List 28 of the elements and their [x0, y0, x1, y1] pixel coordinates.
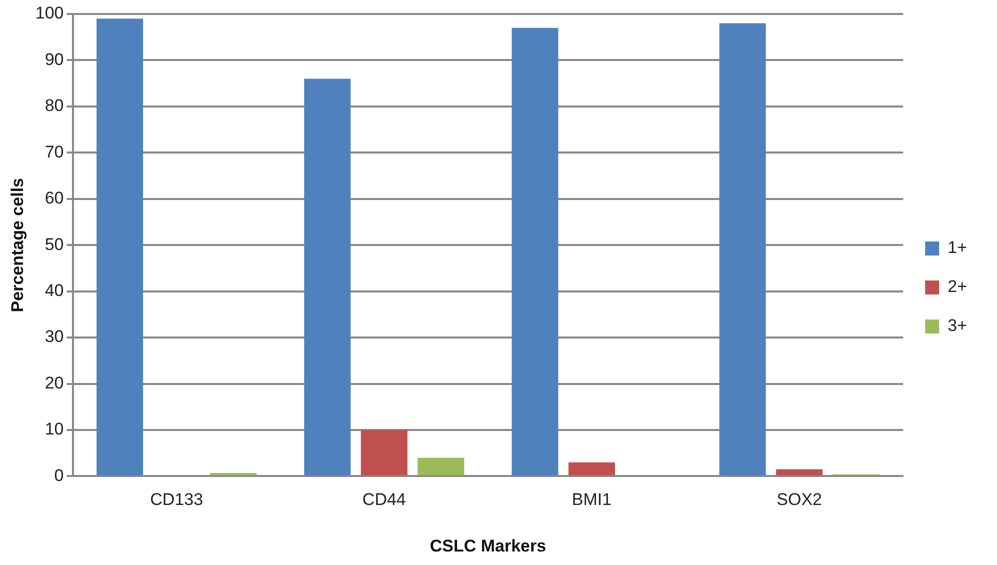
x-tick-label: CD133: [150, 490, 204, 510]
bar: [568, 462, 615, 476]
y-tick-label: 40: [44, 281, 64, 300]
y-tick-label: 70: [44, 142, 64, 162]
bar: [96, 18, 144, 476]
x-tick-label: CD44: [362, 490, 406, 510]
y-tick-label: 0: [54, 466, 64, 485]
legend-label: 2+: [948, 277, 968, 296]
bar: [512, 28, 558, 476]
x-axis-title: CSLC Markers: [430, 536, 546, 556]
y-tick-label: 30: [44, 327, 64, 346]
bar: [360, 430, 408, 476]
y-tick-label: 20: [44, 373, 64, 392]
y-tick-label: 80: [44, 96, 64, 116]
y-tick-label: 90: [44, 50, 64, 69]
x-tick-label: SOX2: [776, 490, 822, 510]
x-tick-label: BMI1: [572, 490, 612, 510]
y-tick-label: 50: [44, 234, 64, 254]
y-tick-label: 60: [44, 188, 64, 208]
bar: [418, 458, 464, 476]
legend-label: 1+: [948, 238, 968, 258]
legend-label: 3+: [948, 316, 968, 336]
y-axis-title: Percentage cells: [8, 178, 27, 312]
bar: [719, 23, 766, 476]
bar: [304, 78, 351, 476]
bar: [776, 469, 823, 476]
y-tick-label: 100: [35, 4, 64, 23]
y-tick-label: 10: [44, 420, 64, 439]
